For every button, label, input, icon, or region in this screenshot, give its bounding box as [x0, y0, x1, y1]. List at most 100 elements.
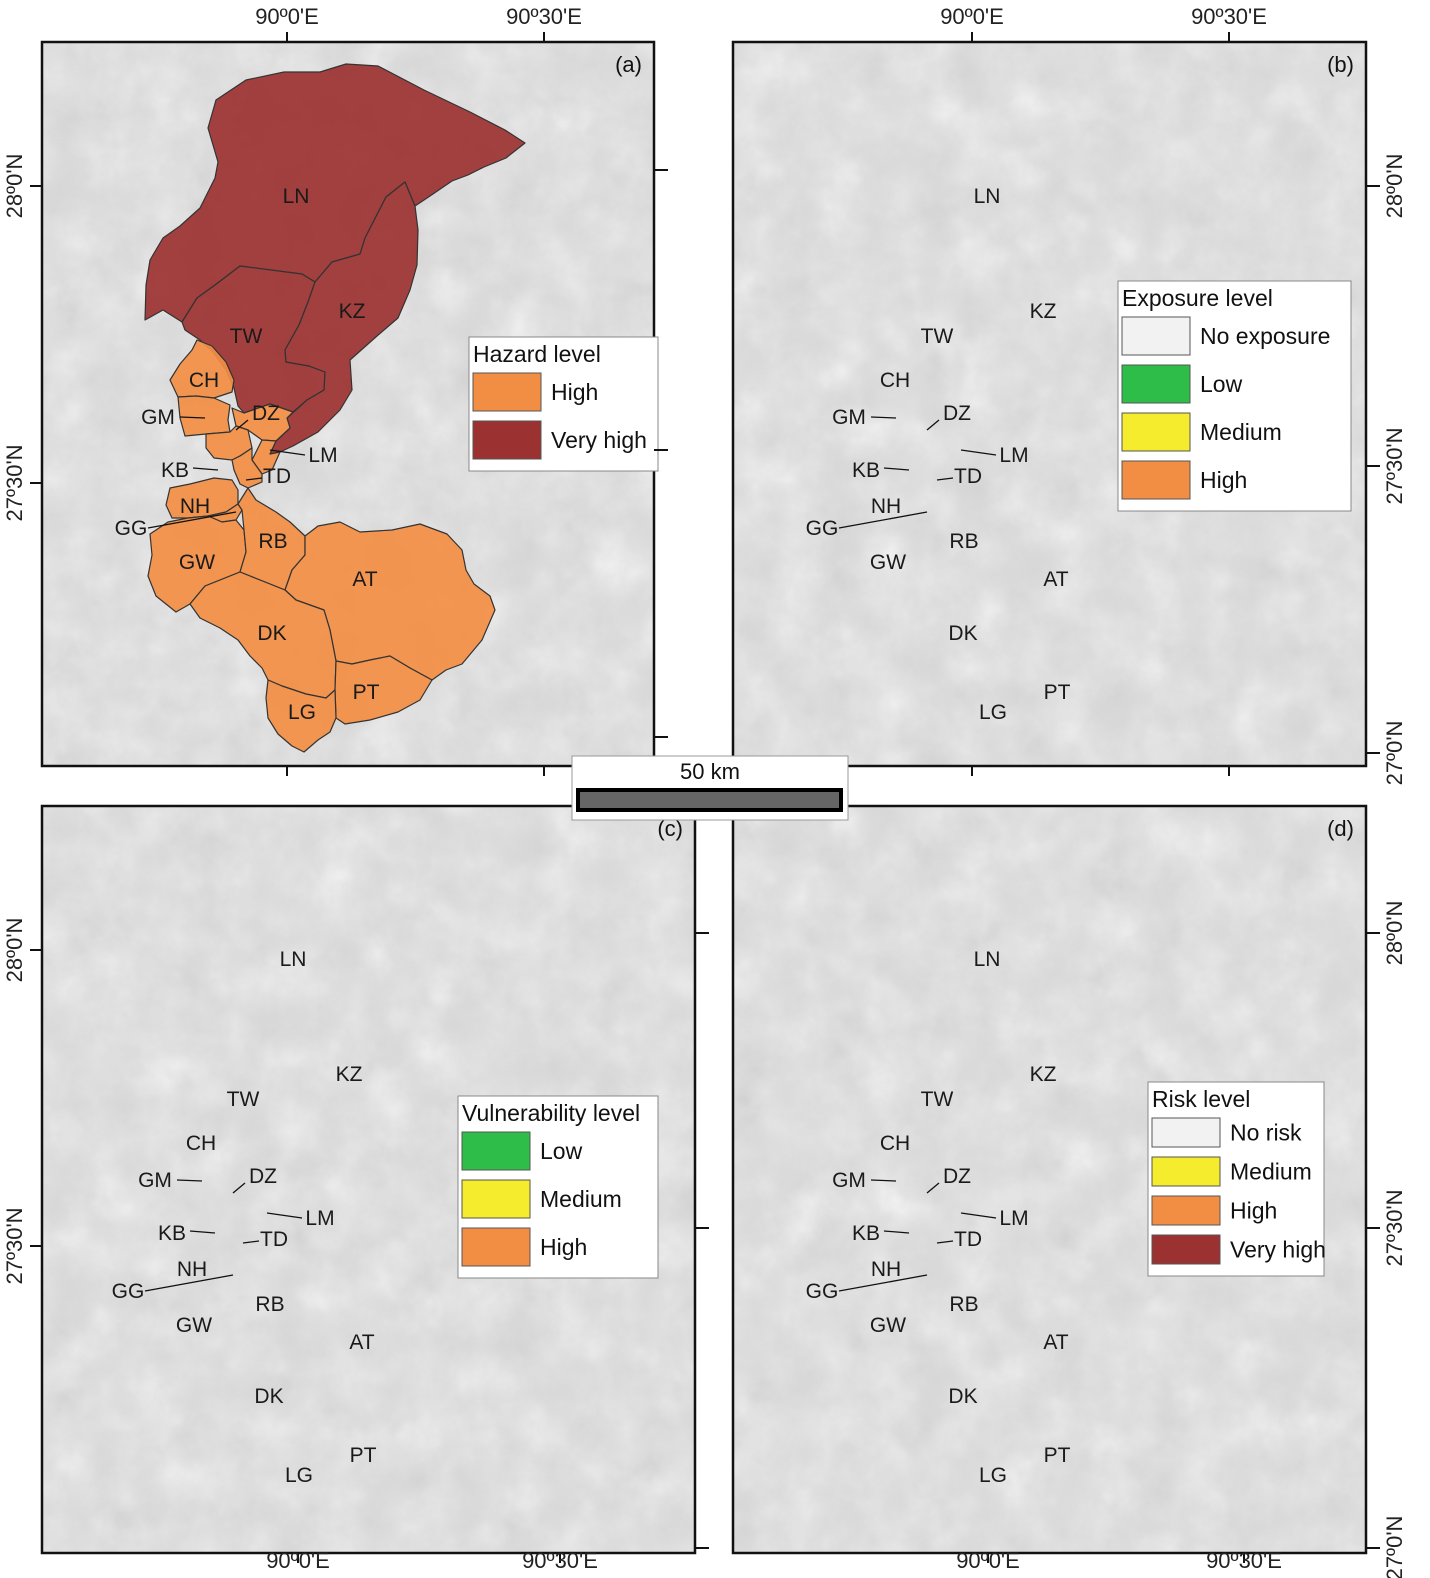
leader-line-KB — [883, 1230, 910, 1234]
legend-title: Exposure level — [1122, 285, 1273, 311]
legend-title: Hazard level — [473, 341, 601, 367]
district-label-NH: NH — [871, 1258, 901, 1281]
legend-label: Medium — [1200, 419, 1282, 445]
map-panel-a: LN TW KZ CH GM DZ LM KB TD NH GG GW RB AT DK PT LG (a) Haz… — [2, 4, 668, 776]
district-label-TD: TD — [263, 465, 291, 488]
district-label-AT: AT — [1043, 1331, 1068, 1354]
district-label-LM: LM — [305, 1207, 334, 1230]
leader-line-TD — [936, 1240, 954, 1244]
district-label-RB: RB — [949, 530, 978, 553]
leader-line-TD — [245, 477, 263, 481]
district-label-AT: AT — [1043, 568, 1068, 591]
legend-label: High — [551, 379, 598, 405]
district-label-LG: LG — [288, 701, 316, 724]
lon-label: 90º30'E — [1191, 4, 1267, 29]
district-label-DK: DK — [257, 622, 286, 645]
district-label-TD: TD — [954, 465, 982, 488]
district-label-GM: GM — [832, 1169, 866, 1192]
district-layer — [144, 63, 526, 753]
district-label-GW: GW — [870, 551, 906, 574]
district-label-GG: GG — [115, 517, 148, 540]
lat-label: 27º30'N — [2, 444, 27, 521]
district-label-LN: LN — [283, 185, 310, 208]
map-frame — [731, 804, 1368, 1555]
legend-swatch-medium — [1121, 412, 1191, 452]
lat-label: 27º30'N — [1382, 1189, 1407, 1266]
scale-bar-bar — [576, 788, 843, 812]
district-label-RB: RB — [255, 1293, 284, 1316]
legend-swatch-low — [1121, 364, 1191, 404]
map-frame — [40, 804, 697, 1555]
lon-label: 90º30'E — [1206, 1548, 1282, 1573]
district-label-KB: KB — [852, 1222, 880, 1245]
map-frame — [731, 40, 1368, 768]
lat-label: 27º30'N — [1382, 427, 1407, 504]
leader-line-GM — [870, 416, 897, 419]
leader-line-LM — [269, 449, 306, 456]
district-label-TD: TD — [260, 1228, 288, 1251]
district-label-NH: NH — [177, 1258, 207, 1281]
leader-line-KB — [883, 467, 910, 471]
leader-line-LM — [960, 1212, 997, 1219]
district-label-LM: LM — [999, 1207, 1028, 1230]
lon-label: 90º30'E — [506, 4, 582, 29]
district-label-LN: LN — [974, 948, 1001, 971]
leader-line-LM — [960, 449, 997, 456]
legend-swatch-high — [461, 1227, 531, 1267]
legend: Risk level No risk Medium High Very high — [1147, 1081, 1326, 1277]
panel-letter: (b) — [1327, 52, 1354, 77]
district-label-KZ: KZ — [336, 1063, 363, 1086]
legend-title: Vulnerability level — [462, 1100, 640, 1126]
legend-label: High — [1200, 467, 1247, 493]
lon-label: 90º0'E — [255, 4, 319, 29]
lat-label: 28º0'N — [2, 918, 27, 983]
map-panel-d: LN TW KZ CH GM DZ LM KB TD NH GG GW RB AT DK PT LG (d) Ris… — [731, 804, 1407, 1578]
leader-line-DZ — [926, 419, 940, 431]
district-label-KZ: KZ — [1030, 1063, 1057, 1086]
lon-label: 90º0'E — [940, 4, 1004, 29]
district-label-PT: PT — [1044, 681, 1071, 704]
district-label-LM: LM — [308, 444, 337, 467]
district-label-PT: PT — [1044, 1444, 1071, 1467]
legend-swatch-very_high — [472, 420, 542, 460]
lat-label: 28º0'N — [2, 154, 27, 219]
legend-swatch-high — [1121, 460, 1191, 500]
district-KZ[interactable] — [269, 181, 419, 455]
legend-label: Low — [1200, 371, 1243, 397]
lat-label: 27º0'N — [1382, 1516, 1407, 1578]
district-label-TD: TD — [954, 1228, 982, 1251]
district-label-CH: CH — [186, 1132, 216, 1155]
district-LG[interactable] — [265, 679, 337, 753]
legend-swatch-very_high — [1151, 1234, 1221, 1265]
district-label-LG: LG — [979, 701, 1007, 724]
legend: Exposure level No exposure Low Medium High — [1117, 280, 1352, 512]
panel-letter: (a) — [615, 52, 642, 77]
leader-line-GM — [870, 1179, 897, 1182]
legend-title: Risk level — [1152, 1086, 1250, 1112]
district-label-PT: PT — [350, 1444, 377, 1467]
scale-bar-label: 50 km — [680, 759, 740, 784]
district-label-CH: CH — [880, 369, 910, 392]
legend-swatch-no_value — [1121, 316, 1191, 356]
district-label-LG: LG — [285, 1464, 313, 1487]
legend-swatch-high — [472, 372, 542, 412]
district-label-GM: GM — [832, 406, 866, 429]
lat-label: 28º0'N — [1382, 901, 1407, 966]
district-label-AT: AT — [349, 1331, 374, 1354]
district-label-CH: CH — [880, 1132, 910, 1155]
district-label-GG: GG — [112, 1280, 145, 1303]
lon-label: 90º30'E — [522, 1548, 598, 1573]
lat-label: 28º0'N — [1382, 154, 1407, 219]
district-label-KB: KB — [158, 1222, 186, 1245]
lat-label: 27º0'N — [1382, 721, 1407, 786]
district-label-GW: GW — [870, 1314, 906, 1337]
leader-line-GG — [838, 1274, 928, 1292]
district-label-KB: KB — [161, 459, 189, 482]
legend: Hazard level High Very high — [468, 336, 659, 472]
legend-label: Medium — [540, 1186, 622, 1212]
district-label-AT: AT — [352, 568, 377, 591]
district-GM[interactable] — [177, 395, 231, 437]
district-label-TW: TW — [921, 1088, 954, 1111]
district-label-DK: DK — [948, 1385, 977, 1408]
lon-label: 90º0'E — [266, 1548, 330, 1573]
